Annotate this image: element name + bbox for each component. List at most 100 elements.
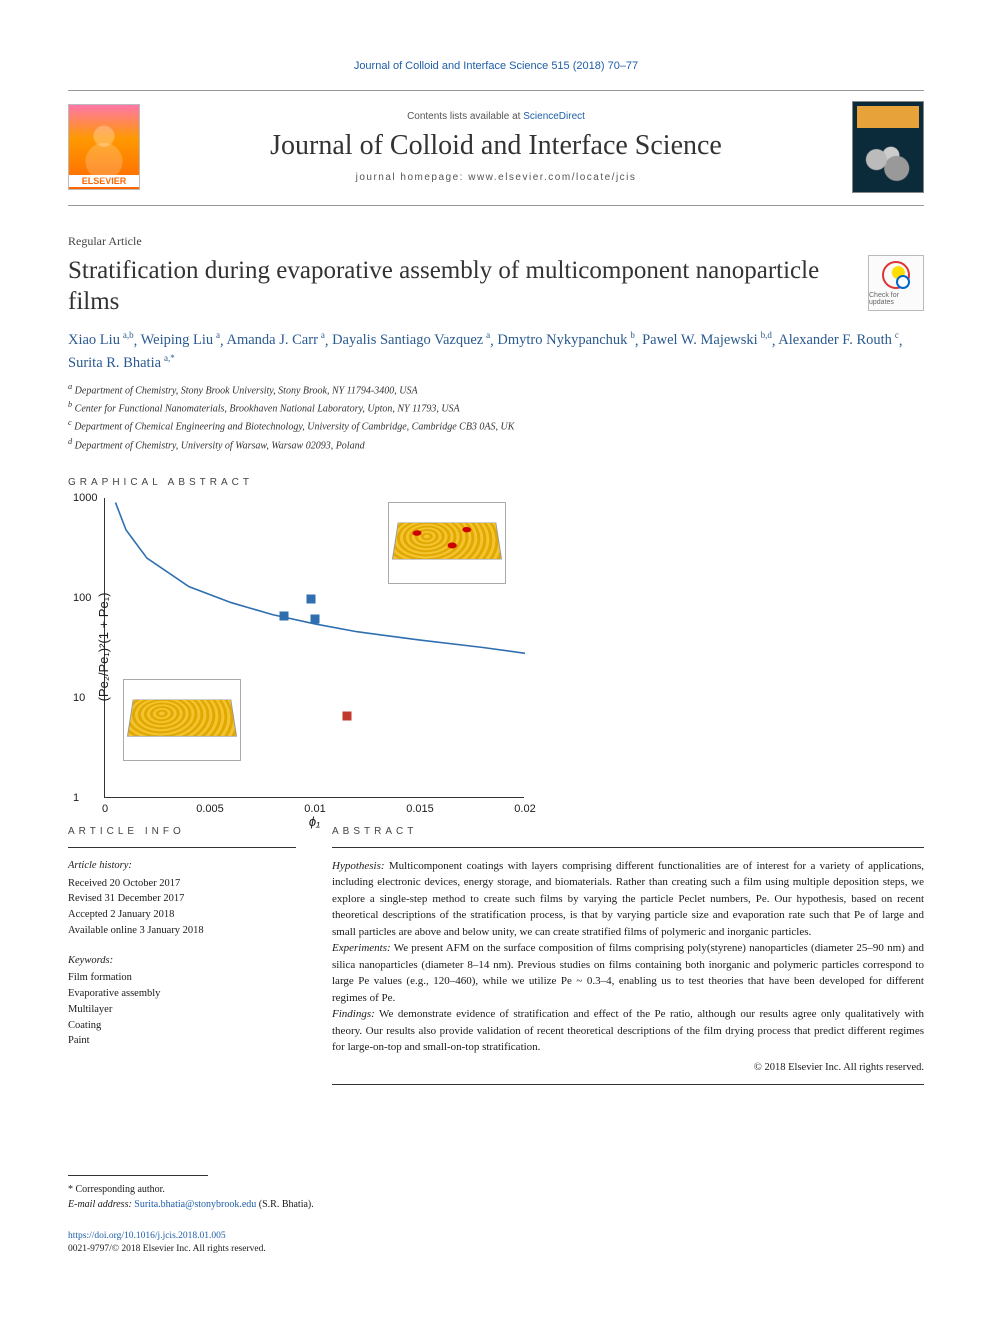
ga-ytick: 100 bbox=[73, 592, 91, 604]
author-affil-sup: b,d bbox=[761, 331, 772, 341]
affil-key: c bbox=[68, 418, 72, 427]
author-affil-sup: a,* bbox=[164, 353, 175, 363]
author: Xiao Liu a,b bbox=[68, 332, 134, 348]
abstract-body: Hypothesis: Multicomponent coatings with… bbox=[332, 858, 924, 1076]
ga-ytick: 1000 bbox=[73, 492, 97, 504]
ga-xlabel: ϕ₁ bbox=[309, 814, 320, 829]
ga-chart: (Pe₂/Pe₁)²(1 + Pe₁) ϕ₁ 110100100000.0050… bbox=[104, 498, 524, 798]
findings-lead: Findings: bbox=[332, 1008, 375, 1020]
history-head: Article history: bbox=[68, 858, 296, 874]
article-info-block: Article history: Received 20 October 201… bbox=[68, 858, 296, 1049]
abstract-bottom-rule bbox=[332, 1084, 924, 1085]
ga-data-point bbox=[279, 611, 288, 620]
ga-xtick: 0 bbox=[102, 803, 108, 815]
author: Amanda J. Carr a bbox=[227, 332, 325, 348]
footer-separator bbox=[68, 1175, 208, 1176]
ga-data-point bbox=[306, 595, 315, 604]
issn-copyright-line: 0021-9797/© 2018 Elsevier Inc. All right… bbox=[68, 1243, 924, 1256]
ga-inset-top bbox=[388, 502, 506, 584]
affiliation: d Department of Chemistry, University of… bbox=[68, 436, 924, 453]
article-info-column: ARTICLE INFO Article history: Received 2… bbox=[68, 826, 296, 1085]
author: Dayalis Santiago Vazquez a bbox=[332, 332, 490, 348]
keyword: Evaporative assembly bbox=[68, 986, 296, 1002]
ga-xtick: 0.01 bbox=[304, 803, 325, 815]
journal-cover-thumb bbox=[852, 101, 924, 193]
author: Dmytro Nykypanchuk b bbox=[497, 332, 634, 348]
ga-xtick: 0.02 bbox=[514, 803, 535, 815]
masthead: ELSEVIER Contents lists available at Sci… bbox=[68, 90, 924, 206]
experiments-lead: Experiments: bbox=[332, 942, 391, 954]
author-affil-sup: c bbox=[895, 331, 899, 341]
graphical-abstract-section: GRAPHICAL ABSTRACT (Pe₂/Pe₁)²(1 + Pe₁) ϕ… bbox=[68, 477, 924, 798]
ga-xtick: 0.015 bbox=[406, 803, 434, 815]
elsevier-logo: ELSEVIER bbox=[68, 104, 140, 190]
journal-homepage-line: journal homepage: www.elsevier.com/locat… bbox=[154, 172, 838, 183]
info-rule bbox=[68, 847, 296, 848]
ga-inset-top-surface bbox=[392, 522, 502, 559]
experiments-text: We present AFM on the surface compositio… bbox=[332, 942, 924, 1004]
history-line: Accepted 2 January 2018 bbox=[68, 907, 296, 923]
homepage-prefix: journal homepage: bbox=[356, 172, 469, 183]
abstract-column: ABSTRACT Hypothesis: Multicomponent coat… bbox=[332, 826, 924, 1085]
findings-text: We demonstrate evidence of stratificatio… bbox=[332, 1008, 924, 1053]
corr-marker: * Corresponding author. bbox=[68, 1182, 924, 1197]
affiliation-list: a Department of Chemistry, Stony Brook U… bbox=[68, 381, 924, 453]
publisher-word: ELSEVIER bbox=[69, 175, 139, 187]
affil-key: d bbox=[68, 437, 72, 446]
doi-link[interactable]: https://doi.org/10.1016/j.jcis.2018.01.0… bbox=[68, 1231, 226, 1241]
keyword: Paint bbox=[68, 1033, 296, 1049]
history-line: Received 20 October 2017 bbox=[68, 876, 296, 892]
keyword: Multilayer bbox=[68, 1002, 296, 1018]
author-affil-sup: b bbox=[630, 331, 635, 341]
sciencedirect-link[interactable]: ScienceDirect bbox=[523, 111, 585, 122]
history-line: Revised 31 December 2017 bbox=[68, 891, 296, 907]
author-list: Xiao Liu a,b, Weiping Liu a, Amanda J. C… bbox=[68, 330, 924, 375]
affiliation: a Department of Chemistry, Stony Brook U… bbox=[68, 381, 924, 398]
abstract-rule bbox=[332, 847, 924, 848]
author-affil-sup: a bbox=[321, 331, 325, 341]
affil-key: a bbox=[68, 382, 72, 391]
email-paren: (S.R. Bhatia). bbox=[256, 1199, 314, 1210]
running-head: Journal of Colloid and Interface Science… bbox=[68, 60, 924, 72]
ga-data-point bbox=[311, 615, 320, 624]
article-info-label: ARTICLE INFO bbox=[68, 826, 296, 837]
paper-title: Stratification during evaporative assemb… bbox=[68, 255, 848, 318]
contents-available-line: Contents lists available at ScienceDirec… bbox=[154, 111, 838, 122]
crossmark-label: Check for updates bbox=[869, 292, 923, 306]
crossmark-icon bbox=[882, 261, 910, 289]
author: Alexander F. Routh c bbox=[778, 332, 899, 348]
author-affil-sup: a bbox=[216, 331, 220, 341]
hypothesis-text: Multicomponent coatings with layers comp… bbox=[332, 860, 924, 938]
graphical-abstract-label: GRAPHICAL ABSTRACT bbox=[68, 477, 924, 488]
author: Surita R. Bhatia a,* bbox=[68, 355, 175, 371]
author: Pawel W. Majewski b,d bbox=[642, 332, 772, 348]
author-affil-sup: a,b bbox=[123, 331, 134, 341]
corr-email-link[interactable]: Surita.bhatia@stonybrook.edu bbox=[134, 1199, 256, 1210]
affil-key: b bbox=[68, 400, 72, 409]
homepage-url[interactable]: www.elsevier.com/locate/jcis bbox=[468, 172, 636, 183]
journal-title: Journal of Colloid and Interface Science bbox=[154, 130, 838, 162]
author-affil-sup: a bbox=[486, 331, 490, 341]
abstract-label: ABSTRACT bbox=[332, 826, 924, 837]
ga-inset-bottom-surface bbox=[127, 699, 237, 736]
affiliation: b Center for Functional Nanomaterials, B… bbox=[68, 399, 924, 416]
crossmark-badge[interactable]: Check for updates bbox=[868, 255, 924, 311]
contents-prefix: Contents lists available at bbox=[407, 111, 523, 122]
hypothesis-lead: Hypothesis: bbox=[332, 860, 385, 872]
info-abstract-row: ARTICLE INFO Article history: Received 2… bbox=[68, 826, 924, 1085]
ga-ytick: 10 bbox=[73, 692, 85, 704]
keywords-head: Keywords: bbox=[68, 953, 296, 969]
email-label: E-mail address: bbox=[68, 1199, 134, 1210]
masthead-center: Contents lists available at ScienceDirec… bbox=[154, 111, 838, 183]
abstract-copyright: © 2018 Elsevier Inc. All rights reserved… bbox=[332, 1060, 924, 1076]
footer-bottom: https://doi.org/10.1016/j.jcis.2018.01.0… bbox=[68, 1230, 924, 1257]
article-type: Regular Article bbox=[68, 234, 924, 249]
keyword: Coating bbox=[68, 1018, 296, 1034]
ga-data-point bbox=[342, 711, 351, 720]
keyword: Film formation bbox=[68, 970, 296, 986]
affiliation: c Department of Chemical Engineering and… bbox=[68, 417, 924, 434]
history-line: Available online 3 January 2018 bbox=[68, 923, 296, 939]
corresponding-author-block: * Corresponding author. E-mail address: … bbox=[68, 1182, 924, 1212]
ga-ytick: 1 bbox=[73, 792, 79, 804]
ga-inset-bottom bbox=[123, 679, 241, 761]
